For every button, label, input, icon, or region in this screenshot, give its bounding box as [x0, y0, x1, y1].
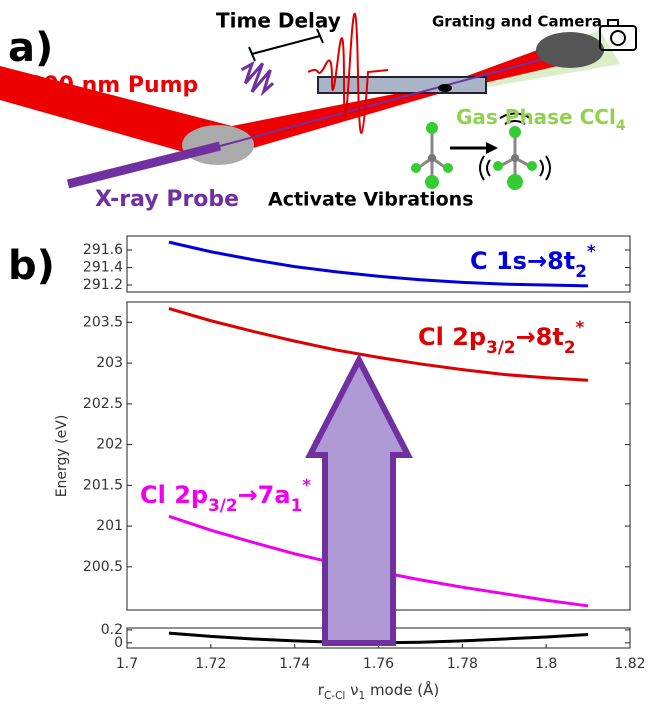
pump-pulse [307, 12, 389, 134]
grating-label: Grating and Camera [432, 13, 602, 31]
series-label: Cl 2p3/2→7a1* [140, 475, 311, 515]
text-part: 2 [575, 261, 587, 281]
probe-label: X-ray Probe [95, 187, 239, 212]
probe-beam [219, 51, 571, 147]
text-part: 1 [358, 690, 365, 702]
activate-label: Activate Vibrations [268, 189, 474, 211]
y-tick-label: 291.4 [83, 260, 123, 276]
series-label: C 1s→8t2* [470, 241, 596, 281]
y-tick-label: 0.2 [101, 622, 123, 638]
panel-label: a) [8, 25, 53, 71]
probe-beam [66, 141, 222, 189]
y-tick-label: 201.5 [83, 477, 123, 493]
pump-label: 800 nm Pump [28, 73, 198, 98]
y-tick-label: 0 [114, 635, 123, 651]
line-series [168, 307, 589, 382]
y-tick-label: 291.6 [83, 242, 123, 258]
focus [438, 84, 452, 92]
text-part: Cl 2p [418, 323, 486, 351]
arrow-head [486, 142, 498, 154]
x-tick-label: 1.82 [614, 656, 645, 672]
text-part: C 1s [470, 247, 527, 275]
x-tick-label: 1.7 [116, 656, 138, 672]
panel-label: b) [8, 243, 55, 289]
x-tick-label: 1.8 [535, 656, 557, 672]
grating [536, 32, 604, 68]
text-part: Cl 2p [140, 481, 208, 509]
text-part: → [516, 323, 536, 351]
excitation-arrow [305, 353, 413, 646]
y-tick-label: 202.5 [83, 396, 123, 412]
text-part: 8t [547, 247, 575, 275]
x-tick-label: 1.72 [195, 656, 226, 672]
text-part: * [302, 475, 311, 495]
series-label: Cl 2p3/2→8t2* [418, 317, 585, 357]
x-tick-label: 1.74 [279, 656, 310, 672]
y-tick-label: 291.2 [83, 277, 123, 293]
molecule-vibrating [479, 112, 551, 190]
text-part: → [238, 481, 258, 509]
text-part: 7a [258, 481, 291, 509]
text-part: mode (Å) [365, 680, 439, 699]
line-series [168, 240, 589, 288]
camera-icon [599, 19, 637, 51]
y-tick-label: 202 [96, 437, 123, 453]
molecule [411, 122, 453, 189]
gas-label: Gas Phase CCl4 [456, 105, 626, 135]
plot-frame [126, 235, 631, 293]
x-axis-label: rC-Cl ν1 mode (Å) [318, 680, 439, 703]
text-part: 3/2 [208, 495, 237, 515]
time-delay-label: Time Delay [216, 9, 341, 33]
time-delay-bracket [248, 28, 324, 62]
x-tick-label: 1.78 [447, 656, 478, 672]
text-part: 8t [536, 323, 564, 351]
diagram [0, 12, 637, 190]
y-tick-label: 201 [96, 518, 123, 534]
text-part: Gas Phase CCl [456, 105, 616, 129]
text-part: * [576, 317, 585, 337]
y-axis-label: Energy (eV) [54, 415, 70, 498]
y-tick-label: 203.5 [83, 314, 123, 330]
probe-pulse [240, 60, 275, 97]
text-part: r [318, 681, 325, 699]
pump-beam [212, 84, 445, 160]
text-part: 1 [291, 495, 303, 515]
pump-beam [0, 66, 232, 160]
x-tick-label: 1.76 [363, 656, 394, 672]
text-part: → [527, 247, 547, 275]
text-part: * [587, 241, 596, 261]
text-part: 2 [564, 337, 576, 357]
y-tick-label: 203 [96, 355, 123, 371]
text-part: ν [345, 681, 358, 699]
text-part: 3/2 [486, 337, 515, 357]
text-part: 4 [616, 118, 626, 134]
text-part: C-Cl [324, 690, 345, 702]
y-tick-label: 200.5 [83, 559, 123, 575]
